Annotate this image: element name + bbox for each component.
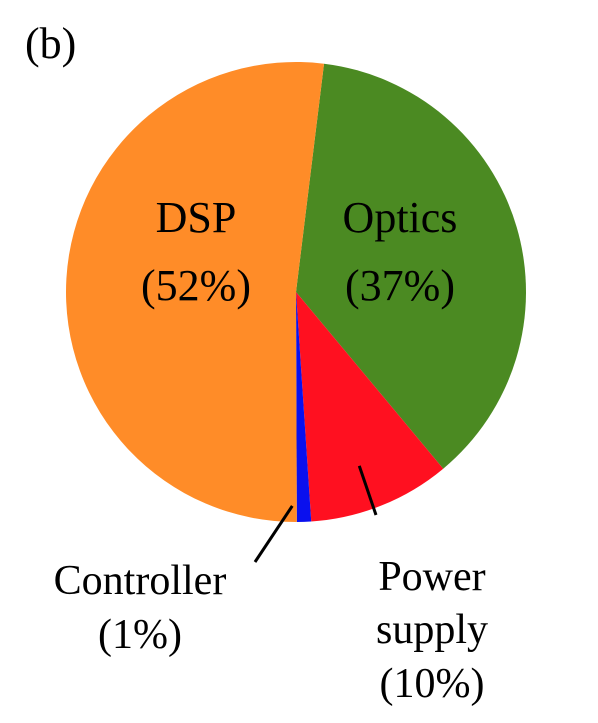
- pie-slice-dsp: [65, 61, 325, 523]
- panel-label: (b): [25, 19, 76, 68]
- slice-percent-controller: (1%): [98, 612, 182, 658]
- leader-line-controller: [253, 505, 294, 563]
- slice-label-power: Power: [378, 554, 485, 600]
- slice-label-dsp: DSP: [156, 193, 237, 242]
- slice-percent-power: (10%): [380, 661, 485, 707]
- slice-label-optics: Optics: [343, 193, 458, 242]
- pie-slice-controller: [296, 292, 312, 522]
- slice-labels: Optics (37%) Power supply (10%) Controller (1%…: [54, 193, 488, 707]
- leader-line-power: [357, 465, 378, 516]
- slice-label-controller: Controller: [54, 558, 227, 604]
- slice-label-power-line2: supply: [376, 607, 488, 653]
- pie-slice-power: [296, 292, 444, 522]
- slice-percent-optics: (37%): [345, 261, 455, 310]
- slice-percent-dsp: (52%): [141, 261, 251, 310]
- leader-lines: [253, 465, 378, 563]
- pie-slices: [65, 61, 526, 523]
- pie-slice-optics: [296, 63, 526, 469]
